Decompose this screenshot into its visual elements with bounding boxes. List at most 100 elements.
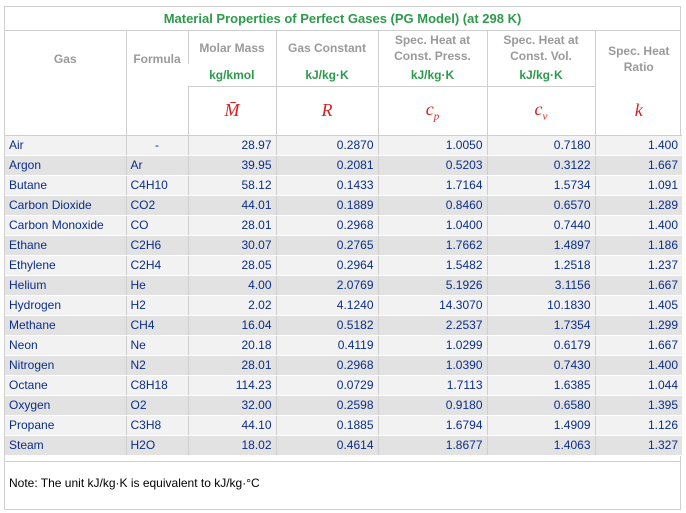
symbol-cp: cp: [377, 86, 487, 136]
k-cell: 1.186: [594, 235, 682, 256]
formula-cell: He: [125, 275, 188, 296]
symbol-molar-mass: M̄: [187, 86, 276, 136]
k-cell: 1.400: [594, 135, 682, 156]
formula-cell: CO2: [125, 195, 188, 216]
formula-cell: O2: [125, 395, 188, 416]
gas-constant-cell: 0.2964: [275, 255, 378, 276]
gas-cell: Carbon Monoxide: [5, 215, 126, 236]
gas-cell: Hydrogen: [5, 295, 126, 316]
molar-mass-cell: 2.02: [187, 295, 276, 316]
table-row: Oxygen O2 32.00 0.2598 0.9180 0.6580 1.395: [5, 395, 682, 416]
gas-cell: Methane: [5, 315, 126, 336]
molar-mass-cell: 58.12: [187, 175, 276, 196]
cp-cell: 1.7113: [377, 375, 487, 396]
molar-mass-cell: 32.00: [187, 395, 276, 416]
symbol-cp-base: c: [425, 98, 434, 119]
molar-mass-cell: 20.18: [187, 335, 276, 356]
cp-cell: 0.5203: [377, 155, 487, 176]
cp-cell: 1.5482: [377, 255, 487, 276]
gas-constant-cell: 0.0729: [275, 375, 378, 396]
formula-cell: C4H10: [125, 175, 188, 196]
molar-mass-cell: 28.01: [187, 215, 276, 236]
cp-cell: 1.0299: [377, 335, 487, 356]
k-cell: 1.667: [594, 335, 682, 356]
properties-table-panel: Material Properties of Perfect Gases (PG…: [4, 6, 682, 510]
molar-mass-cell: 28.05: [187, 255, 276, 276]
formula-cell: C3H8: [125, 415, 188, 436]
gas-constant-cell: 0.1433: [275, 175, 378, 196]
formula-cell: Ar: [125, 155, 188, 176]
k-cell: 1.667: [594, 275, 682, 296]
k-cell: 1.299: [594, 315, 682, 336]
cp-cell: 1.7662: [377, 235, 487, 256]
header-cp: Spec. Heat at Const. Press.: [377, 31, 487, 64]
gas-constant-cell: 0.2870: [275, 135, 378, 156]
gas-cell: Helium: [5, 275, 126, 296]
molar-mass-cell: 28.97: [187, 135, 276, 156]
molar-mass-cell: 18.02: [187, 435, 276, 456]
symbol-k: k: [594, 86, 682, 136]
k-cell: 1.289: [594, 195, 682, 216]
table-row: Octane C8H18 114.23 0.0729 1.7113 1.6385 1.044: [5, 375, 682, 396]
cv-cell: 10.1830: [486, 295, 595, 316]
cv-cell: 0.7440: [486, 215, 595, 236]
header-cv-line2: Const. Vol.: [510, 48, 572, 63]
properties-table: Gas Formula Molar Mass Gas Constant Spec…: [5, 31, 682, 456]
molar-mass-cell: 39.95: [187, 155, 276, 176]
cv-cell: 0.6570: [486, 195, 595, 216]
cp-cell: 1.7164: [377, 175, 487, 196]
cv-cell: 3.1156: [486, 275, 595, 296]
note-divider: [5, 461, 680, 462]
table-body: Air -28.97 0.2870 1.0050 0.7180 1.400 Argon Ar 3…: [5, 135, 682, 456]
k-cell: 1.667: [594, 155, 682, 176]
table-row: Air -28.97 0.2870 1.0050 0.7180 1.400: [5, 135, 682, 156]
symbol-gas-blank: [5, 86, 126, 136]
gas-constant-cell: 0.2081: [275, 155, 378, 176]
header-cp-line1: Spec. Heat at: [394, 32, 471, 47]
cv-cell: 1.7354: [486, 315, 595, 336]
unit-molar-mass: kg/kmol: [188, 64, 276, 87]
table-row: Hydrogen H2 2.02 4.1240 14.3070 10.1830 1.405: [5, 295, 682, 316]
gas-constant-cell: 0.1885: [275, 415, 378, 436]
gas-constant-cell: 0.4614: [275, 435, 378, 456]
k-cell: 1.237: [594, 255, 682, 276]
cv-cell: 0.6179: [486, 335, 595, 356]
gas-constant-cell: 4.1240: [275, 295, 378, 316]
k-cell: 1.091: [594, 175, 682, 196]
cv-cell: 1.4063: [486, 435, 595, 456]
formula-cell: H2: [125, 295, 188, 316]
gas-cell: Carbon Dioxide: [5, 195, 126, 216]
formula-cell: N2: [125, 355, 188, 376]
table-row: Steam H2O 18.02 0.4614 1.8677 1.4063 1.327: [5, 435, 682, 456]
k-cell: 1.044: [594, 375, 682, 396]
formula-cell: -: [125, 135, 188, 156]
cp-cell: 1.6794: [377, 415, 487, 436]
symbol-cp-sub: p: [433, 110, 440, 123]
molar-mass-cell: 114.23: [187, 375, 276, 396]
cv-cell: 0.3122: [486, 155, 595, 176]
cp-cell: 2.2537: [377, 315, 487, 336]
formula-cell: CO: [125, 215, 188, 236]
gas-cell: Ethylene: [5, 255, 126, 276]
table-row: Helium He 4.00 2.0769 5.1926 3.1156 1.667: [5, 275, 682, 296]
gas-cell: Steam: [5, 435, 126, 456]
unit-gas-constant: kJ/kg·K: [275, 64, 378, 87]
formula-cell: C8H18: [125, 375, 188, 396]
molar-mass-cell: 44.01: [187, 195, 276, 216]
cp-cell: 0.9180: [377, 395, 487, 416]
gas-constant-cell: 0.2598: [275, 395, 378, 416]
cp-cell: 1.0050: [377, 135, 487, 156]
formula-cell: C2H6: [125, 235, 188, 256]
gas-cell: Butane: [5, 175, 126, 196]
footnote: Note: The unit kJ/kg·K is equivalent to …: [9, 476, 260, 490]
symbol-cv: cv: [486, 86, 595, 136]
header-cv: Spec. Heat at Const. Vol.: [486, 31, 595, 64]
k-cell: 1.395: [594, 395, 682, 416]
gas-cell: Oxygen: [5, 395, 126, 416]
gas-constant-cell: 0.4119: [275, 335, 378, 356]
gas-constant-cell: 0.2968: [275, 355, 378, 376]
cv-cell: 1.2518: [486, 255, 595, 276]
gas-cell: Ethane: [5, 235, 126, 256]
molar-mass-cell: 4.00: [187, 275, 276, 296]
k-cell: 1.400: [594, 215, 682, 236]
